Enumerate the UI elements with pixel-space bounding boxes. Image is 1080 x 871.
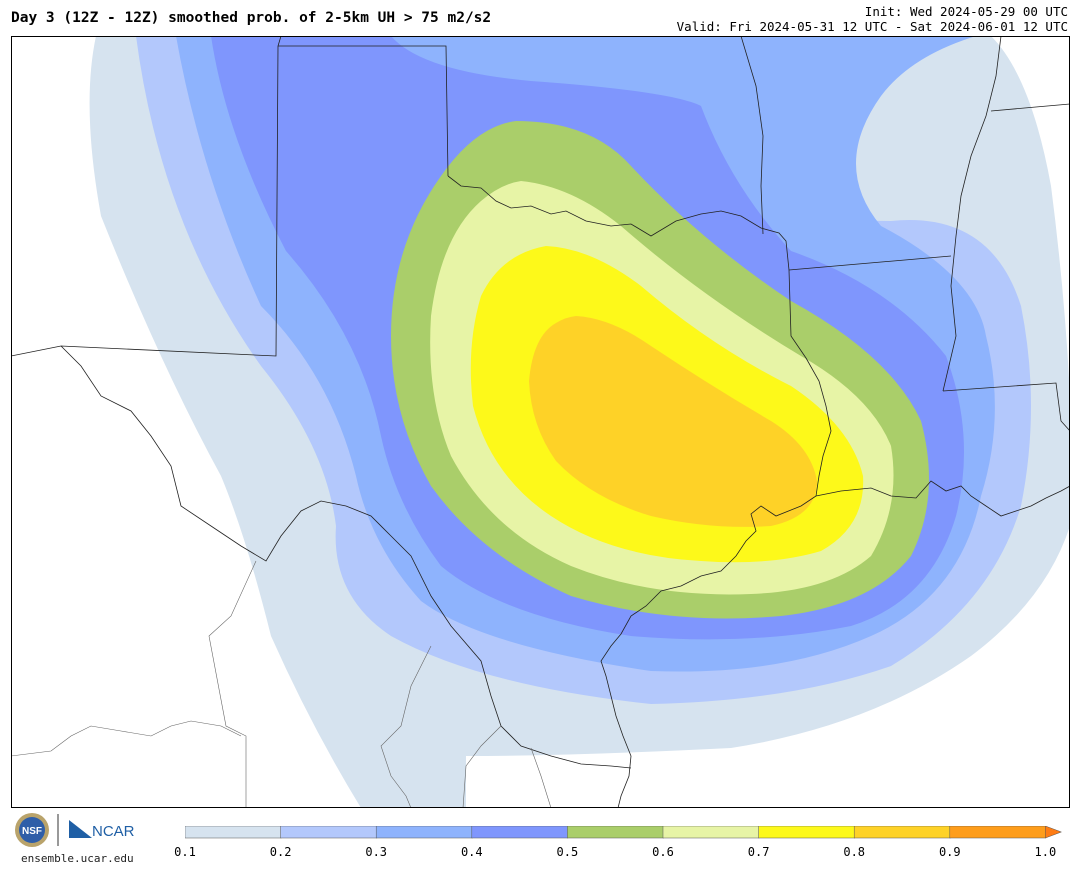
state-borders	[11, 36, 1070, 808]
colorbar-tick-label: 0.8	[843, 845, 866, 859]
colorbar-tick-label: 0.5	[556, 845, 579, 859]
nsf-logo-icon: NSF	[15, 813, 49, 847]
ncar-logo-icon: NCAR	[69, 820, 135, 840]
colorbar-tick-label: 0.6	[652, 845, 674, 859]
logos: NSF NCAR	[14, 812, 154, 852]
svg-text:NSF: NSF	[22, 826, 42, 837]
colorbar-swatch	[471, 825, 569, 839]
colorbar-tick-label: 0.1	[174, 845, 196, 859]
colorbar-tick-label: 0.9	[938, 845, 961, 859]
contour-0.8	[529, 316, 817, 527]
probability-map[interactable]	[11, 36, 1070, 808]
colorbar-ticks: 0.1 0.2 0.3 0.4 0.5 0.6 0.7 0.8 0.9 1.0	[0, 845, 1080, 861]
colorbar-extend-arrow	[1045, 825, 1063, 839]
colorbar-tick-label: 0.4	[460, 845, 483, 859]
credit-url: ensemble.ucar.edu	[21, 852, 134, 865]
plot-title: Day 3 (12Z - 12Z) smoothed prob. of 2-5k…	[11, 10, 492, 26]
colorbar-swatch	[280, 825, 377, 839]
colorbar	[184, 825, 1065, 839]
colorbar-swatch	[184, 825, 282, 839]
colorbar-tick-label: 1.0	[1034, 845, 1057, 859]
mexico-borders	[11, 560, 552, 808]
colorbar-swatch	[567, 825, 664, 839]
colorbar-tick-label: 0.2	[269, 845, 292, 859]
colorbar-swatch	[949, 825, 1047, 839]
valid-time: Valid: Fri 2024-05-31 12 UTC - Sat 2024-…	[676, 19, 1068, 34]
svg-text:NCAR: NCAR	[92, 823, 135, 840]
colorbar-tick-label: 0.3	[365, 845, 388, 859]
colorbar-swatch	[758, 825, 855, 839]
colorbar-tick-label: 0.7	[747, 845, 770, 859]
init-time: Init: Wed 2024-05-29 00 UTC	[864, 4, 1068, 19]
colorbar-swatch	[375, 825, 473, 839]
colorbar-swatch	[662, 825, 760, 839]
colorbar-swatch	[853, 825, 951, 839]
